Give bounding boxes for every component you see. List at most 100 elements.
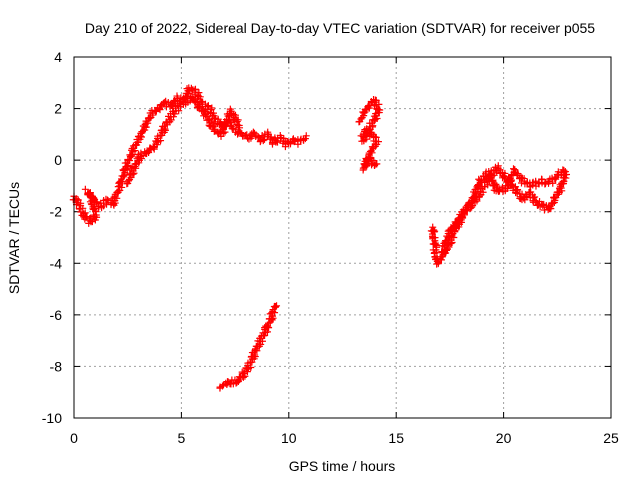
data-point — [91, 205, 99, 213]
data-point — [76, 205, 84, 213]
data-point — [143, 119, 151, 127]
data-point — [92, 198, 100, 206]
data-point — [263, 328, 271, 336]
data-point — [208, 104, 216, 112]
x-tick-labels: 0 5 10 15 20 25 — [70, 430, 619, 446]
y-tick-label: -10 — [42, 410, 62, 426]
data-point — [204, 102, 212, 110]
y-tick-labels: -10 -8 -6 -4 -2 0 2 4 — [42, 49, 62, 426]
x-tick-label: 20 — [496, 430, 512, 446]
data-point — [236, 124, 244, 132]
data-point — [160, 122, 168, 130]
data-point — [153, 141, 161, 149]
data-point — [251, 347, 259, 355]
data-point — [231, 111, 239, 119]
y-tick-label: -6 — [50, 307, 63, 323]
data-point — [141, 120, 149, 128]
y-tick-label: 4 — [54, 49, 62, 65]
data-point — [474, 181, 482, 189]
data-point — [219, 126, 227, 134]
data-point — [366, 147, 374, 155]
data-point — [271, 302, 279, 310]
data-point — [81, 185, 89, 193]
data-point — [110, 200, 118, 208]
data-point — [111, 193, 119, 201]
data-point — [559, 166, 567, 174]
data-point — [73, 198, 81, 206]
data-point — [512, 189, 520, 197]
data-point — [123, 166, 131, 174]
data-point — [103, 196, 111, 204]
data-point — [372, 160, 380, 168]
series-early-morning-lower-track — [123, 92, 244, 188]
data-point — [195, 102, 203, 110]
y-tick-label: 0 — [54, 152, 62, 168]
grid-lines — [74, 57, 611, 418]
data-point — [487, 176, 495, 184]
data-point — [124, 157, 132, 165]
y-tick-label: -2 — [50, 204, 63, 220]
data-point — [138, 128, 146, 136]
x-tick-label: 5 — [178, 430, 186, 446]
x-axis-label: GPS time / hours — [289, 458, 396, 474]
data-point — [472, 185, 480, 193]
data-point — [358, 113, 366, 121]
data-point — [207, 117, 215, 125]
data-point — [259, 137, 267, 145]
data-point — [243, 368, 251, 376]
x-tick-label: 25 — [603, 430, 619, 446]
data-point — [82, 213, 90, 221]
data-point — [250, 348, 258, 356]
data-point — [538, 176, 546, 184]
data-point — [478, 177, 486, 185]
data-point — [294, 140, 302, 148]
series-afternoon-short — [355, 96, 384, 174]
data-point — [498, 183, 506, 191]
chart-title: Day 210 of 2022, Sidereal Day-to-day VTE… — [85, 20, 595, 36]
data-point — [484, 181, 492, 189]
plot-frame — [73, 56, 612, 419]
y-tick-label: -4 — [50, 255, 63, 271]
data-point — [523, 193, 531, 201]
data-point — [216, 119, 224, 127]
data-point — [251, 353, 259, 361]
x-tick-label: 10 — [281, 430, 297, 446]
data-point — [95, 203, 103, 211]
data-point — [237, 129, 245, 137]
data-point — [370, 161, 378, 169]
data-point — [88, 218, 96, 226]
series-evening-upper-track — [441, 165, 568, 257]
data-point — [367, 128, 375, 136]
data-point — [513, 169, 521, 177]
data-point — [224, 119, 232, 127]
data-point — [448, 232, 456, 240]
data-point — [509, 165, 517, 173]
data-point — [269, 308, 277, 316]
data-point — [81, 209, 89, 217]
data-point — [256, 138, 264, 146]
data-point — [128, 152, 136, 160]
data-point — [301, 135, 309, 143]
data-points — [69, 84, 571, 392]
x-tick-label: 0 — [70, 430, 78, 446]
data-point — [281, 143, 289, 151]
data-point — [234, 378, 242, 386]
data-point — [549, 179, 557, 187]
y-axis-label: SDTVAR / TECUs — [6, 182, 22, 294]
data-point — [369, 116, 377, 124]
data-point — [152, 107, 160, 115]
data-point — [432, 246, 440, 254]
data-point — [494, 186, 502, 194]
data-point — [118, 178, 126, 186]
data-point — [506, 181, 514, 189]
data-point — [145, 149, 153, 157]
y-tick-label: 2 — [54, 101, 62, 117]
data-point — [361, 160, 369, 168]
data-point — [79, 204, 87, 212]
data-point — [263, 130, 271, 138]
series-midday-low — [216, 302, 281, 392]
y-tick-label: -8 — [50, 358, 63, 374]
x-tick-label: 15 — [388, 430, 404, 446]
